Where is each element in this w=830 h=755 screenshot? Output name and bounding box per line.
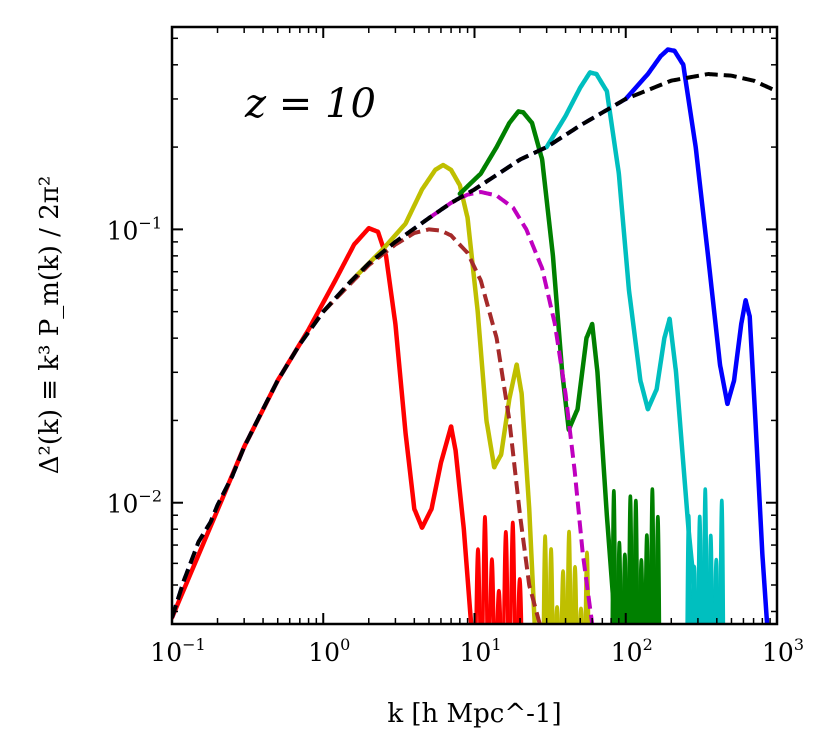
oscillation-spike [707,533,715,624]
x-tick-label: 10−1 [150,635,205,667]
series-line-cyan [544,70,701,624]
oscillation-spike [616,540,623,624]
baseline-line [172,72,777,619]
x-tick-label: 102 [611,635,653,667]
oscillation-spike [621,552,629,624]
oscillation-spike [541,534,549,624]
x-tick-label: 101 [460,635,502,667]
oscillation-spike [481,515,489,624]
oscillation-spike [565,529,573,624]
y-tick-label: 10−1 [107,213,162,245]
redshift-annotation: z = 10 [244,81,376,127]
oscillation-spike [718,498,726,624]
oscillation-spike [696,514,704,624]
oscillation-spike [559,569,567,624]
oscillation-spike [488,557,496,624]
oscillation-spike [648,487,656,624]
x-tick-label: 100 [308,635,350,667]
oscillation-spike [502,530,510,624]
oscillation-spike [474,547,482,624]
oscillation-spike [571,565,579,624]
oscillation-spike [554,605,561,624]
oscillation-spike [626,494,634,624]
series-line-red [172,225,474,624]
x-tick-label: 103 [762,635,804,667]
oscillation-spike [547,547,555,624]
y-axis-label: Δ²(k) ≡ k³ P_m(k) / 2π² [35,176,65,475]
oscillation-spike [713,557,720,624]
oscillation-spike [516,577,524,624]
y-tick-label: 10−2 [107,487,162,519]
oscillation-spike [701,487,709,624]
oscillation-spike [495,589,503,624]
oscillation-spike [578,607,584,624]
axis-tick-labels: 10−1 100 101 102 103 10−2 10−1 [107,213,804,667]
series-line-magenta-dashed [427,190,595,624]
oscillation-spike [643,533,651,624]
oscillation-spike [654,515,662,624]
curves-layer [172,47,777,624]
series-line-green [457,109,618,624]
oscillation-spike [509,520,517,624]
y-axis-title: Δ²(k) ≡ k³ P_m(k) / 2π² [35,176,65,475]
series-line-blue [623,47,770,624]
axis-ticks [171,27,778,624]
oscillation-spike [638,558,645,624]
x-axis-label: k [h Mpc^-1] [387,699,561,729]
oscillation-spike [632,499,640,624]
x-axis-title: k [h Mpc^-1] [387,699,561,729]
